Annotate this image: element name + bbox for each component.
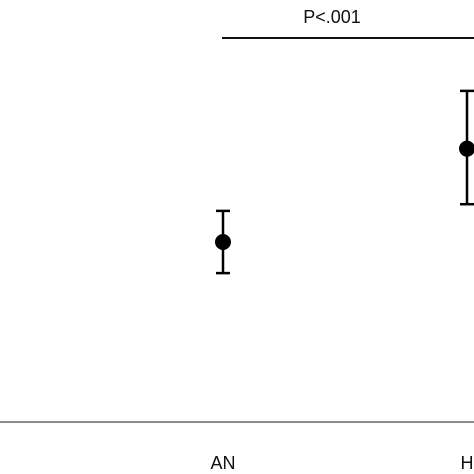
data-marks xyxy=(215,89,474,275)
x-tick-label-an: AN xyxy=(210,453,235,473)
mean-point-an xyxy=(215,234,231,250)
significance-label: P<.001 xyxy=(303,7,361,27)
mean-point-h xyxy=(459,140,474,157)
x-tick-label-h: H xyxy=(461,453,474,473)
